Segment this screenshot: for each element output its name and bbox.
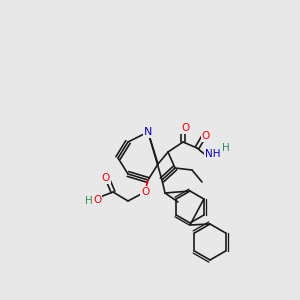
Text: H: H bbox=[222, 143, 230, 153]
Text: NH: NH bbox=[205, 149, 221, 159]
Text: O: O bbox=[102, 173, 110, 183]
Text: H: H bbox=[85, 196, 93, 206]
Text: N: N bbox=[144, 127, 152, 137]
Text: O: O bbox=[181, 123, 189, 133]
Text: O: O bbox=[202, 131, 210, 141]
Text: O: O bbox=[141, 187, 149, 197]
Text: O: O bbox=[93, 195, 101, 205]
